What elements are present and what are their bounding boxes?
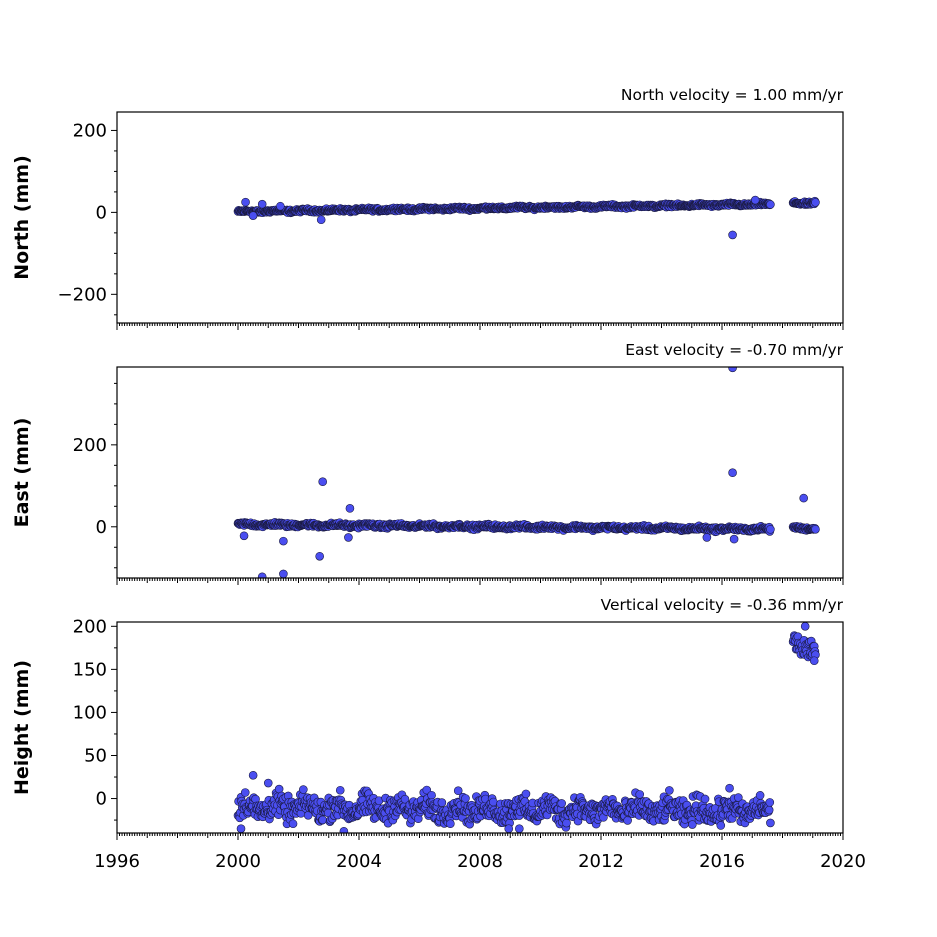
data-point xyxy=(688,820,697,829)
y-tick-label: 200 xyxy=(73,435,107,456)
outlier-point xyxy=(248,770,258,780)
panel-1: 200 0 East velocity = -0.70 mm/yr East (mm) xyxy=(11,341,844,585)
outlier-point xyxy=(800,622,810,631)
data-point xyxy=(400,794,410,804)
y-tick-label: 150 xyxy=(73,659,107,680)
velocity-title: Vertical velocity = -0.36 mm/yr xyxy=(601,596,844,614)
y-tick-label: 200 xyxy=(73,616,107,637)
data-point xyxy=(437,798,447,807)
y-tick-label: −200 xyxy=(58,284,107,305)
data-point xyxy=(562,818,571,828)
outlier-point xyxy=(318,477,328,487)
data-point xyxy=(318,815,328,825)
velocity-title: East velocity = -0.70 mm/yr xyxy=(625,341,843,359)
outlier-point xyxy=(279,536,288,546)
data-point xyxy=(665,786,674,795)
data-point xyxy=(766,200,775,209)
data-point xyxy=(716,821,726,830)
series-points xyxy=(233,195,820,240)
data-point xyxy=(422,785,432,795)
outlier-point xyxy=(728,468,737,478)
data-point xyxy=(765,798,775,807)
outlier-point xyxy=(515,824,524,833)
outlier-point xyxy=(276,201,285,211)
y-tick-label: 0 xyxy=(96,789,107,810)
outlier-point xyxy=(315,551,324,561)
outlier-point xyxy=(799,493,808,503)
y-axis-label: North (mm) xyxy=(11,155,33,280)
y-tick-label: 0 xyxy=(96,202,107,223)
data-point xyxy=(446,819,455,829)
data-point xyxy=(811,198,820,207)
data-point xyxy=(700,794,710,804)
data-point xyxy=(427,790,436,800)
outlier-point xyxy=(316,215,326,225)
x-tick-label: 2008 xyxy=(457,851,503,872)
outlier-point xyxy=(750,195,760,205)
outlier-point xyxy=(279,569,288,578)
outlier-point xyxy=(725,783,734,793)
outlier-point xyxy=(702,533,712,542)
outlier-point xyxy=(257,572,267,578)
outlier-point xyxy=(345,504,355,513)
x-tick-label: 2020 xyxy=(820,851,866,872)
data-point xyxy=(557,799,566,808)
series-points xyxy=(233,367,820,578)
data-point xyxy=(521,789,531,799)
x-tick-label: 2012 xyxy=(578,851,624,872)
data-point xyxy=(489,797,498,807)
y-axis-label: Height (mm) xyxy=(11,660,33,795)
data-point xyxy=(766,818,775,828)
series-points xyxy=(233,622,820,833)
y-tick-label: 200 xyxy=(73,120,107,141)
outlier-point xyxy=(248,211,258,220)
y-tick-label: 100 xyxy=(73,702,107,723)
outlier-point xyxy=(263,778,273,788)
y-axis-label: East (mm) xyxy=(11,418,33,528)
data-point xyxy=(461,794,470,803)
outlier-point xyxy=(239,531,249,541)
outlier-point xyxy=(504,824,514,833)
outlier-point xyxy=(344,533,353,542)
data-point xyxy=(288,819,298,829)
outlier-point xyxy=(809,656,819,666)
data-point xyxy=(623,816,632,825)
data-point xyxy=(764,805,774,815)
velocity-title: North velocity = 1.00 mm/yr xyxy=(621,86,844,104)
data-point xyxy=(755,791,765,800)
outlier-point xyxy=(728,367,737,373)
y-tick-label: 0 xyxy=(96,517,107,538)
data-point xyxy=(453,786,463,796)
outlier-point xyxy=(728,230,737,240)
data-point xyxy=(240,788,250,797)
data-point xyxy=(635,790,645,799)
data-point xyxy=(299,785,308,794)
panel-2: 200 150 100 50 0 1996 2000 2004 2008 2012 2016 2020… xyxy=(11,596,866,872)
data-point xyxy=(811,524,820,534)
x-tick-label: 2016 xyxy=(699,851,745,872)
axes-frame xyxy=(116,111,844,324)
outlier-point xyxy=(241,197,250,207)
x-tick-label: 2004 xyxy=(336,851,382,872)
x-tick-label: 2000 xyxy=(215,851,261,872)
outlier-point xyxy=(339,826,349,833)
y-tick-label: 50 xyxy=(84,745,107,766)
outlier-point xyxy=(257,199,267,209)
data-point xyxy=(734,793,743,802)
outlier-point xyxy=(729,534,739,544)
panel-0: 200 0 −200 North velocity = 1.00 mm/yr North… xyxy=(11,86,844,330)
x-tick-label: 1996 xyxy=(94,851,140,872)
data-point xyxy=(335,785,345,795)
data-point xyxy=(766,525,775,534)
outlier-point xyxy=(236,824,246,833)
